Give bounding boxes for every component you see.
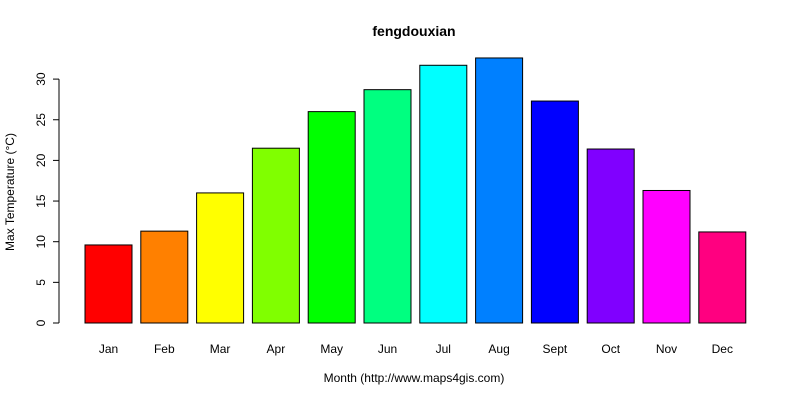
- y-tick-label: 25: [34, 113, 48, 127]
- x-tick-label: Sept: [543, 342, 568, 356]
- x-tick-label: Dec: [712, 342, 733, 356]
- x-tick-label: Mar: [210, 342, 231, 356]
- y-tick-label: 15: [34, 194, 48, 208]
- bar-jul: [419, 64, 468, 324]
- y-tick-label: 30: [34, 72, 48, 86]
- y-axis-label: Max Temperature (°C): [3, 133, 17, 251]
- bar-nov: [642, 189, 691, 324]
- x-tick-label: Feb: [154, 342, 175, 356]
- chart-title: fengdouxian: [372, 23, 455, 39]
- bar-aug: [475, 57, 524, 324]
- x-tick-label: Jan: [99, 342, 118, 356]
- x-tick-label: Jul: [436, 342, 451, 356]
- x-tick-label: Jun: [378, 342, 397, 356]
- bar-apr: [251, 147, 300, 324]
- bar-sept: [530, 100, 579, 324]
- x-tick-label: Nov: [656, 342, 677, 356]
- y-tick-label: 5: [34, 279, 48, 286]
- x-tick-label: Apr: [267, 342, 286, 356]
- bar-oct: [586, 148, 635, 324]
- bar-may: [307, 111, 356, 324]
- x-tick-label: Oct: [601, 342, 620, 356]
- y-axis: 0 5 10 15 20 25 30: [34, 72, 60, 326]
- x-tick-label: May: [320, 342, 343, 356]
- bar-dec: [698, 231, 747, 324]
- bars-group: [84, 57, 747, 324]
- y-tick-label: 20: [34, 153, 48, 167]
- bar-jan: [84, 244, 133, 324]
- bar-jun: [363, 89, 412, 324]
- bar-mar: [196, 192, 245, 324]
- x-tick-label: Aug: [488, 342, 509, 356]
- y-tick-label: 0: [34, 319, 48, 326]
- y-tick-label: 10: [34, 235, 48, 249]
- x-axis-label: Month (http://www.maps4gis.com): [324, 371, 505, 385]
- bar-feb: [140, 230, 189, 324]
- x-tick-labels: Jan Feb Mar Apr May Jun Jul Aug Sept Oct Nov Dec: [99, 342, 733, 356]
